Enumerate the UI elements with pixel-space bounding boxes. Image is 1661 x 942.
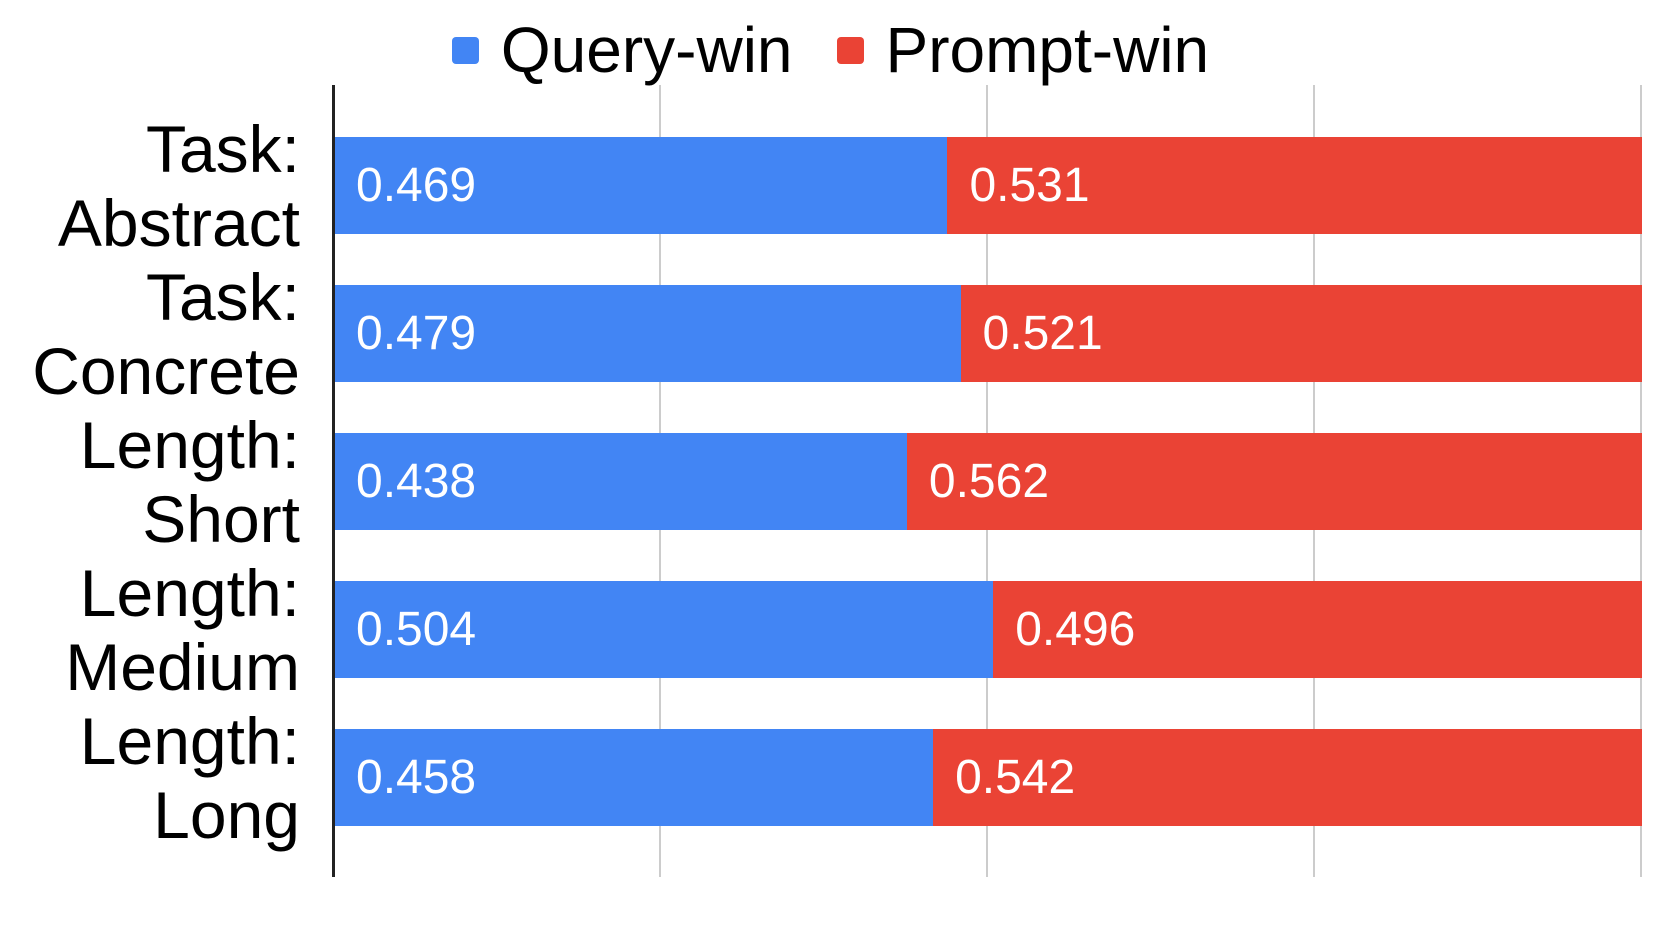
bar-row: 0.469 0.531 bbox=[334, 137, 1642, 234]
bar-row: 0.479 0.521 bbox=[334, 285, 1642, 382]
category-label: Length: Short bbox=[0, 408, 300, 556]
value-label: 0.469 bbox=[356, 158, 477, 212]
query-win-segment: 0.469 bbox=[334, 137, 948, 234]
value-label: 0.504 bbox=[356, 602, 477, 656]
value-label: 0.562 bbox=[928, 454, 1050, 508]
query-win-segment: 0.458 bbox=[334, 729, 934, 826]
plot-area: 0.469 0.531 0.479 0.521 0.438 0.562 0.504 0.496… bbox=[332, 85, 1642, 877]
value-label: 0.458 bbox=[356, 750, 477, 804]
legend-item-query-win: Query-win bbox=[451, 14, 793, 86]
chart-legend: Query-win Prompt-win bbox=[0, 18, 1661, 82]
category-label-line: Length: bbox=[79, 703, 300, 778]
value-label: 0.496 bbox=[1015, 602, 1136, 656]
legend-label: Query-win bbox=[500, 14, 793, 86]
prompt-win-segment: 0.531 bbox=[947, 137, 1642, 234]
legend-swatch-icon bbox=[451, 36, 479, 64]
value-label: 0.542 bbox=[955, 750, 1076, 804]
query-win-segment: 0.438 bbox=[334, 433, 907, 530]
category-label: Length: Medium bbox=[0, 556, 300, 704]
value-label: 0.521 bbox=[982, 306, 1103, 360]
bar-row: 0.438 0.562 bbox=[334, 433, 1642, 530]
category-label-line: Concrete bbox=[32, 333, 300, 408]
value-label: 0.438 bbox=[356, 454, 477, 508]
legend-label: Prompt-win bbox=[885, 14, 1210, 86]
category-label-line: Task: bbox=[145, 259, 300, 334]
category-label: Task: Concrete bbox=[0, 260, 300, 408]
category-label-line: Length: bbox=[79, 555, 300, 630]
y-axis-line bbox=[332, 85, 335, 877]
query-win-segment: 0.479 bbox=[334, 285, 961, 382]
prompt-win-segment: 0.521 bbox=[960, 285, 1642, 382]
bar-row: 0.504 0.496 bbox=[334, 581, 1642, 678]
prompt-win-segment: 0.562 bbox=[906, 433, 1642, 530]
category-label: Task: Abstract bbox=[0, 112, 300, 260]
category-label-line: Abstract bbox=[57, 185, 300, 260]
value-label: 0.531 bbox=[969, 158, 1090, 212]
category-label: Length: Long bbox=[0, 704, 300, 852]
prompt-win-segment: 0.496 bbox=[993, 581, 1642, 678]
category-label-line: Medium bbox=[65, 629, 300, 704]
value-label: 0.479 bbox=[356, 306, 477, 360]
query-win-segment: 0.504 bbox=[334, 581, 994, 678]
prompt-win-segment: 0.542 bbox=[933, 729, 1642, 826]
legend-swatch-icon bbox=[836, 36, 864, 64]
category-label-line: Length: bbox=[79, 407, 300, 482]
category-label-line: Short bbox=[142, 481, 300, 556]
category-label-line: Task: bbox=[145, 111, 300, 186]
bar-row: 0.458 0.542 bbox=[334, 729, 1642, 826]
legend-item-prompt-win: Prompt-win bbox=[836, 14, 1210, 86]
category-label-line: Long bbox=[153, 777, 300, 852]
